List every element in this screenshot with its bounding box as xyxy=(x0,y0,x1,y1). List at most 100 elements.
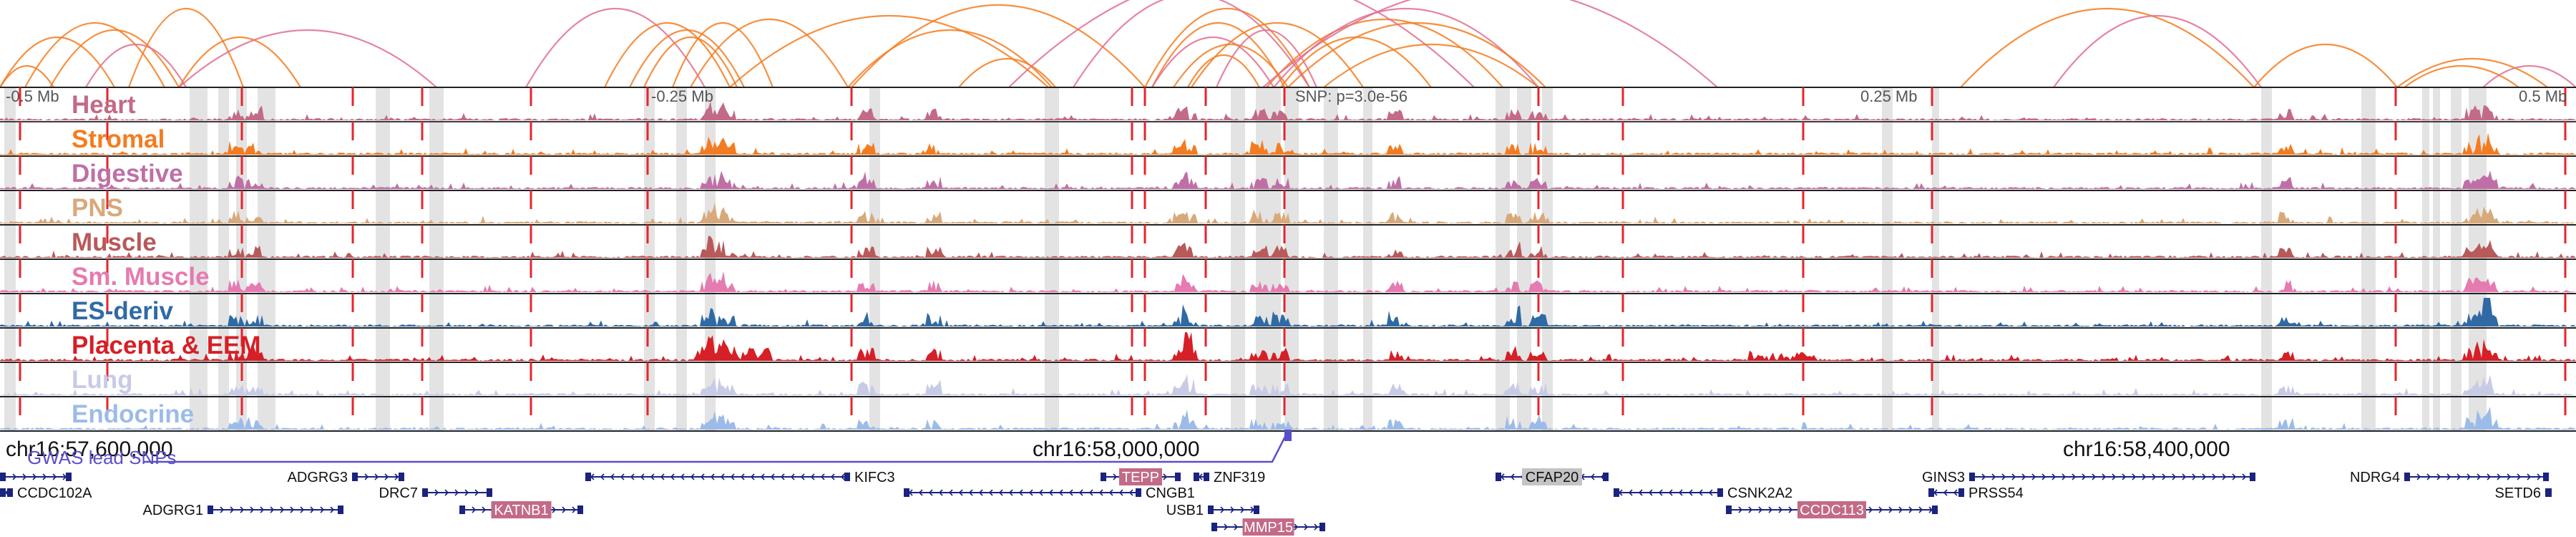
gene-mmp15-strand-arrow xyxy=(1304,523,1309,531)
arc-6 xyxy=(178,37,301,88)
arc-1 xyxy=(0,37,115,88)
track-label-digestive: Digestive xyxy=(72,160,183,188)
gene-rgs5-exon-start xyxy=(0,473,6,481)
gene-gins3-strand-arrow xyxy=(1991,473,1996,480)
gene-adgrg3-label: ADGRG3 xyxy=(288,470,348,485)
gene-gins3-exon-start xyxy=(1969,473,1975,481)
arcs-layer xyxy=(0,0,2576,88)
scale-label-2: SNP: p=3.0e-56 xyxy=(1295,87,1407,105)
signal-tracks xyxy=(0,87,2576,432)
gene-kifc3-strand-arrow xyxy=(830,473,835,480)
gene-gins3-strand-arrow xyxy=(2021,473,2026,480)
gene-kifc3-label: KIFC3 xyxy=(854,470,895,485)
coordinate-label-2: chr16:58,400,000 xyxy=(2063,437,2230,461)
gene-adgrg1-label: ADGRG1 xyxy=(143,503,203,518)
gene-ndrg4: NDRG4 xyxy=(2350,470,2549,485)
gene-mmp15-strand-arrow xyxy=(1224,523,1229,531)
gene-katnb1-strand-arrow xyxy=(552,506,557,513)
gene-gins3-strand-arrow xyxy=(2192,473,2197,480)
gene-ndrg4-strand-arrow xyxy=(2436,473,2441,480)
gene-ndrg4-strand-arrow xyxy=(2507,473,2512,480)
gene-gins3-strand-arrow xyxy=(2072,473,2077,480)
gene-gins3-strand-arrow xyxy=(2162,473,2167,480)
gene-gins3-strand-arrow xyxy=(2041,473,2046,480)
track-label-muscle: Muscle xyxy=(72,228,157,256)
gene-adgrg1: ADGRG1 xyxy=(143,503,343,518)
gene-cngb1-strand-arrow xyxy=(1018,489,1023,496)
gene-cfap20-label-box xyxy=(1522,468,1582,485)
gene-katnb1: KATNB1 xyxy=(459,501,583,518)
arc-13 xyxy=(690,18,849,88)
gene-ccdc102a-exon-start xyxy=(0,488,6,497)
gene-cngb1-exon-start xyxy=(904,488,909,497)
gene-ccdc113-strand-arrow xyxy=(1868,506,1873,513)
gene-prss54-label: PRSS54 xyxy=(1968,485,2024,501)
arc-31 xyxy=(1960,7,2255,88)
gene-cfap20-exon-start xyxy=(1496,473,1501,481)
gene-cfap20-exon-end xyxy=(1603,473,1609,481)
gene-adgrg1-strand-arrow xyxy=(290,506,295,513)
gene-cngb1-strand-arrow xyxy=(1068,489,1073,496)
arc-37 xyxy=(1323,44,1539,88)
gene-ndrg4-strand-arrow xyxy=(2477,473,2482,480)
signal-digestive xyxy=(0,170,2576,189)
gene-katnb1-strand-arrow xyxy=(562,506,567,513)
gene-kifc3-strand-arrow xyxy=(760,473,765,480)
gene-kifc3-strand-arrow xyxy=(670,473,675,480)
gwas-lead-snps-label: GWAS lead SNPs xyxy=(27,447,177,468)
gene-annotations: RG5 CCDC102A ADGRG3 DRC7 ADGRG1 KATNB1 KIFC3 CN… xyxy=(0,468,2552,536)
gene-prss54-strand-arrow xyxy=(1953,489,1958,496)
gene-adgrg3: ADGRG3 xyxy=(288,470,404,485)
arc-12 xyxy=(671,21,774,88)
gene-drc7-exon-start xyxy=(422,488,428,497)
gene-cfap20: CFAP20 xyxy=(1496,468,1609,485)
arc-19 xyxy=(1151,22,1285,88)
gene-drc7-strand-arrow xyxy=(454,489,459,496)
gene-cngb1-exon-end xyxy=(1136,488,1141,497)
arc-32 xyxy=(2053,15,2262,88)
gene-cngb1-strand-arrow xyxy=(1098,489,1103,496)
gene-gins3-strand-arrow xyxy=(2031,473,2036,480)
gene-kifc3-strand-arrow xyxy=(750,473,755,480)
arc-38 xyxy=(1191,21,1364,88)
gene-ndrg4-strand-arrow xyxy=(2527,473,2532,480)
gene-ndrg4-strand-arrow xyxy=(2517,473,2522,480)
gene-csnk2a2-label: CSNK2A2 xyxy=(1727,485,1792,501)
arc-26 xyxy=(1262,0,1718,88)
signal-placenta-eem xyxy=(0,332,2576,361)
gene-adgrg1-strand-arrow xyxy=(270,506,275,513)
gene-kifc3-strand-arrow xyxy=(630,473,635,480)
gene-usb1: USB1 xyxy=(1166,503,1259,518)
gene-gins3-strand-arrow xyxy=(2082,473,2087,480)
gene-ccdc113-exon-start xyxy=(1726,505,1732,514)
gene-gins3-exon-end xyxy=(2250,473,2255,481)
gene-drc7-strand-arrow xyxy=(444,489,449,496)
gene-kifc3-strand-arrow xyxy=(730,473,735,480)
gene-ccdc102a-label: CCDC102A xyxy=(17,485,92,501)
gene-ccdc113-label-box xyxy=(1797,501,1866,518)
gene-kifc3-strand-arrow xyxy=(790,473,795,480)
gene-gins3: GINS3 xyxy=(1922,470,2255,485)
gene-gins3-strand-arrow xyxy=(2132,473,2137,480)
coordinate-label-1: chr16:58,000,000 xyxy=(1033,437,1200,461)
arc-18 xyxy=(1144,8,1310,88)
gene-drc7-strand-arrow xyxy=(464,489,469,496)
gene-cngb1-strand-arrow xyxy=(1028,489,1033,496)
gene-ccdc113-strand-arrow xyxy=(1898,506,1903,513)
gene-csnk2a2-strand-arrow xyxy=(1658,489,1663,496)
arc-34 xyxy=(2396,57,2548,88)
gene-drc7-label: DRC7 xyxy=(379,485,418,501)
gene-kifc3-strand-arrow xyxy=(680,473,685,480)
gene-adgrg3-strand-arrow xyxy=(364,473,369,480)
gene-mmp15-strand-arrow xyxy=(1314,523,1319,531)
gene-kifc3-strand-arrow xyxy=(620,473,625,480)
gene-gins3-strand-arrow xyxy=(2152,473,2157,480)
gene-cngb1-strand-arrow xyxy=(1058,489,1063,496)
gene-rgs5-strand-arrow xyxy=(22,473,27,480)
gene-ndrg4-strand-arrow xyxy=(2446,473,2451,480)
gene-tepp-strand-arrow xyxy=(1163,473,1168,480)
gene-gins3-strand-arrow xyxy=(2102,473,2107,480)
gene-adgrg1-strand-arrow xyxy=(310,506,315,513)
gene-kifc3-strand-arrow xyxy=(840,473,845,480)
